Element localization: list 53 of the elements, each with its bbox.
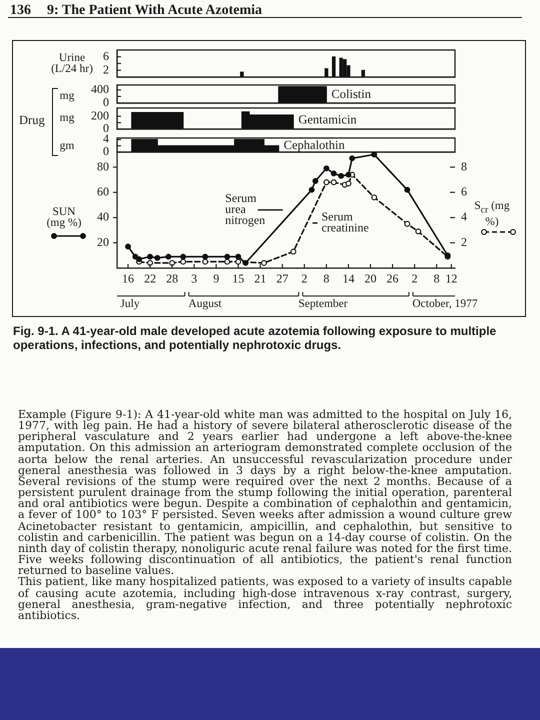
x-tick-label: 2	[301, 271, 308, 286]
y-tick-label: 0	[103, 144, 109, 158]
text: 136	[10, 3, 31, 19]
text: This patient, like many hospitalized patients, was exposed to a variety of insults capable of causing acute azotemia, including high-dose intravenous x-ray contrast, surgery, general anesthesia, gram-negative infection, and three potentially nephrotoxic antibiotics.	[18, 575, 512, 622]
caption: Fig. 9-1. A 41-year-old male developed acute azotemia following exposure to multiple operations, infections, and potentially nephrotoxic drugs.	[13, 324, 498, 352]
x-tick-label: 16	[122, 271, 134, 286]
y-tick-label: 400	[91, 82, 109, 96]
legend-label: Serum creatinine	[321, 210, 369, 235]
y-tick-label: 2	[103, 62, 109, 76]
y-tick-label: 0	[103, 94, 109, 109]
series-label: Serum urea nitrogen	[225, 191, 266, 228]
x-tick-label: 22	[144, 271, 156, 286]
text: Example (Figure 9-1): A 41-year-old white man was admitted to the hospital on July 16, 1977, with leg pain. He had a history of severe bilateral atherosclerotic disease of the peripheral vasculature and 2 years earlier had undergone a left above-the-knee amputation. On this admission an arteriogram demonstrated complete occlusion of the aorta below the renal arteries. An unsuccessful revascularization procedure under general anesthesia was followed in 3 days by a right below-the-knee amputation. Several revisions of the stump were required over the next 2 months. Because of a persistent purulent drainage from the stump following the initial operation, parenteral and oral antibiotics were begun. Despite a combination of cephalothin and gentamicin, a fever of 100° to 103° F persisted. Seven weeks after admission a wound culture grew Acinetobacter resistant to gentamicin, ampicillin, and cephalothin, but sensitive to colistin and carbenicillin. The patient was begun on a 14-day course of colistin. On the ninth day of colistin therapy, nonoliguric acute renal failure was noted for the first time. Five weeks following discontinuation of all antibiotics, the patient's renal function returned to baseline values.	[18, 408, 512, 578]
text: September	[298, 298, 348, 310]
x-tick-label: 21	[254, 271, 266, 286]
y-axis-title: Urine (L/24 hr)	[50, 52, 94, 75]
x-tick-label: 3	[191, 271, 198, 286]
y-axis-title: SUN (mg %)	[46, 206, 82, 229]
series-label: Colistin	[331, 86, 372, 101]
x-tick-label: 12	[445, 271, 458, 286]
x-tick-label: 14	[342, 271, 354, 286]
x-tick-label: 20	[364, 271, 376, 286]
x-tick-label: 28	[166, 271, 178, 286]
y2-tick-label: 2	[461, 234, 467, 249]
y2-tick-label: 6	[461, 184, 467, 199]
x-tick-label: 8	[323, 271, 330, 286]
y-axis-title: gm	[58, 140, 76, 152]
x-tick-label: 2	[412, 271, 418, 286]
text: 9: The Patient With Acute Azotemia	[47, 3, 262, 19]
y-tick-label: 60	[97, 184, 109, 199]
series-label: Gentamicin	[298, 112, 358, 126]
series-label: Cephalothin	[284, 138, 346, 152]
x-tick-label: 27	[276, 271, 288, 286]
y2-axis-title: S$_{cr}$ (mg %)	[473, 200, 511, 228]
y2-tick-label: 4	[461, 210, 467, 224]
y-tick-label: 6	[103, 48, 109, 63]
y-axis-title: mg	[58, 112, 76, 124]
text: July	[120, 298, 140, 310]
y-tick-label: 40	[97, 210, 109, 224]
y-axis-title: mg	[58, 90, 76, 102]
text: October, 1977	[412, 298, 478, 310]
y-tick-label: 4	[103, 132, 109, 146]
x-tick-label: 8	[434, 271, 440, 286]
text: August	[188, 298, 222, 310]
y2-tick-label: 8	[461, 159, 467, 174]
y-tick-label: 20	[97, 234, 109, 249]
x-tick-label: 9	[213, 271, 220, 286]
y-tick-label: 0	[103, 120, 109, 135]
x-tick-label: 15	[232, 271, 244, 286]
x-tick-label: 26	[386, 271, 399, 286]
y-tick-label: 200	[91, 108, 109, 122]
text: Drug	[19, 113, 45, 128]
y-tick-label: 80	[97, 159, 109, 174]
